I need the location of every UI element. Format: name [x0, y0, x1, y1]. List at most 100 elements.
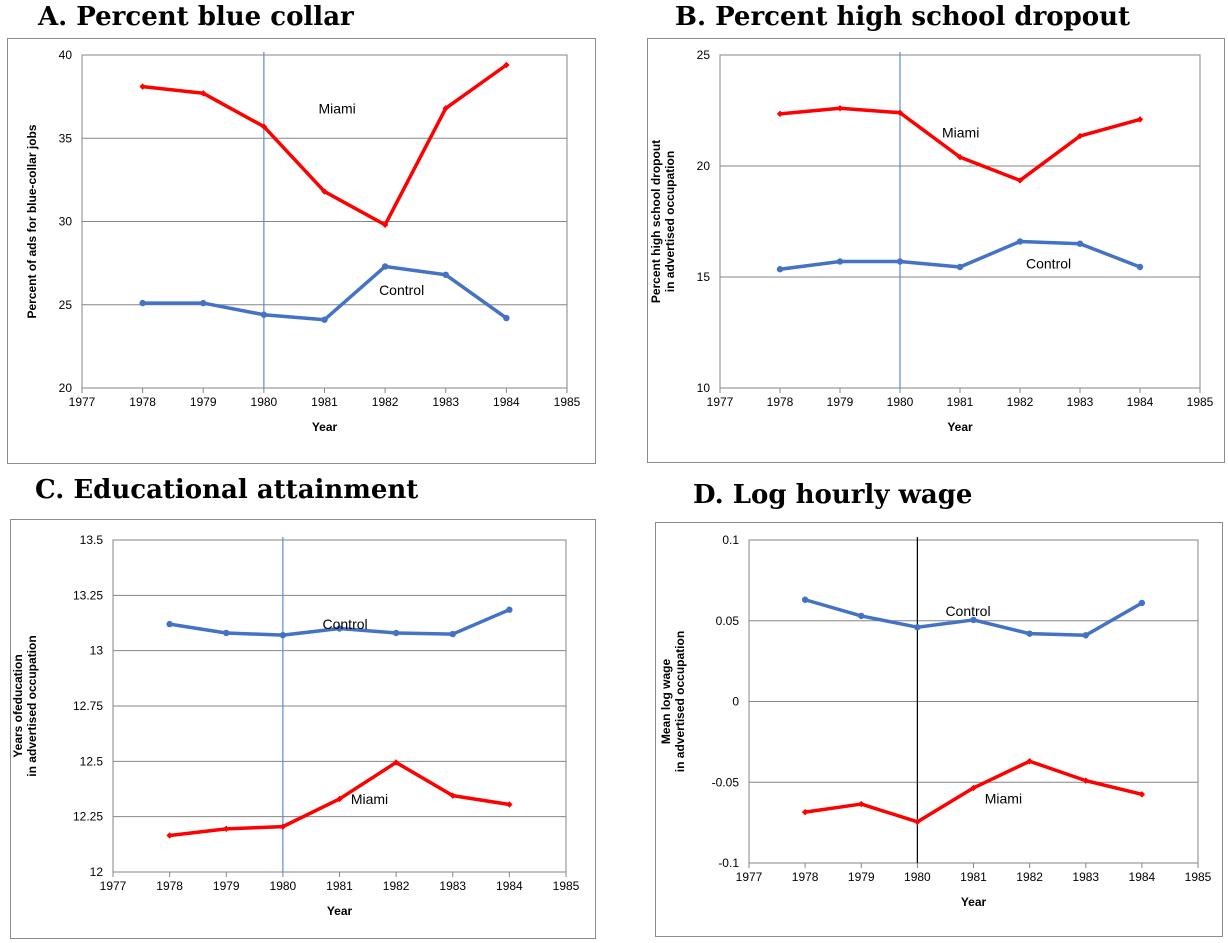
chart-d-control-point — [970, 616, 977, 624]
chart-c-ytick-label: 13 — [90, 644, 104, 658]
chart-b-y-axis-title: Percent high school dropoutin advertised… — [649, 140, 677, 303]
chart-d-x-axis-title: Year — [961, 895, 987, 909]
chart-b-ytick-label: 10 — [697, 381, 711, 395]
chart-c-xtick-label: 1977 — [100, 879, 127, 893]
chart-c-xtick-label: 1982 — [383, 879, 410, 893]
panel-d-title: D. Log hourly wage — [693, 480, 973, 510]
chart-c-y-axis-title-line: Years ofeducation — [11, 654, 25, 757]
chart-c-y-axis-title-line: in advertised occupation — [25, 635, 39, 776]
chart-c-miami-label: Miami — [351, 791, 388, 807]
chart-b-xtick-label: 1980 — [887, 395, 914, 409]
chart-d-miami-point — [970, 784, 977, 792]
chart-c-control-label: Control — [323, 616, 368, 632]
chart-d-xtick-label: 1979 — [848, 870, 875, 884]
chart-a-miami-point — [200, 90, 207, 97]
chart-b-control-point — [896, 258, 904, 265]
chart-d-ytick-label: 0 — [732, 695, 739, 709]
chart-b-xtick-label: 1983 — [1067, 395, 1094, 409]
chart-d-ytick-label: 0.05 — [716, 614, 740, 628]
chart-a-control-point — [503, 314, 510, 322]
chart-c-xtick-label: 1980 — [270, 879, 297, 893]
chart-b-miami-point — [836, 105, 844, 112]
chart-d-ytick-label: -0.05 — [712, 775, 740, 789]
chart-c-control-point — [223, 629, 230, 637]
chart-c-control-point — [279, 631, 287, 639]
chart-d-y-axis-title: Mean log wagein advertised occupation — [659, 631, 687, 772]
chart-a-control-point — [139, 299, 146, 307]
chart-a-x-axis-title: Year — [312, 420, 338, 434]
chart-b-control-point — [956, 263, 964, 271]
panel-d-frame — [655, 522, 1223, 937]
chart-d-xtick-label: 1984 — [1129, 870, 1156, 884]
chart-c-ytick-label: 13.25 — [73, 588, 103, 602]
chart-a-ytick-label: 30 — [59, 215, 73, 229]
chart-a-miami-point — [260, 123, 268, 130]
chart-b-control-label: Control — [1026, 256, 1071, 272]
chart-b-xtick-label: 1977 — [707, 395, 734, 409]
chart-a-control-point — [442, 271, 449, 278]
chart-b-x-axis-title: Year — [947, 420, 973, 434]
chart-d-miami-line — [804, 759, 1143, 824]
chart-a-xtick-label: 1977 — [69, 395, 96, 409]
chart-b-ytick-label: 15 — [697, 270, 711, 284]
chart-c-miami-point — [449, 792, 456, 799]
chart-c-miami-point — [336, 795, 343, 803]
chart-a-control-point — [200, 299, 207, 307]
chart-c-control-point — [449, 630, 456, 638]
chart-a-y-axis-title-line: Percent of ads for blue-collar jobs — [25, 124, 39, 318]
chart-a-xtick-label: 1982 — [372, 395, 399, 409]
chart-a-miami-label: Miami — [318, 100, 355, 116]
chart-d-miami-point — [1138, 791, 1146, 798]
chart-d-xtick-label: 1985 — [1185, 870, 1212, 884]
chart-a-control-label: Control — [379, 282, 424, 298]
chart-c-control-point — [506, 606, 513, 613]
chart-d-miami-point — [1026, 758, 1033, 765]
chart-a-xtick-label: 1985 — [554, 395, 581, 409]
panel-a-frame — [7, 38, 596, 464]
chart-c-miami-point — [279, 823, 287, 830]
chart-d-y-axis-title-line: Mean log wage — [659, 659, 673, 745]
chart-d-miami-point — [801, 808, 809, 816]
chart-d-xtick-label: 1980 — [904, 870, 931, 884]
chart-c-x-axis-title: Year — [327, 904, 353, 918]
chart-a-control-point — [321, 316, 328, 323]
chart-c-xtick-label: 1984 — [496, 879, 523, 893]
chart-a-control-point — [260, 311, 268, 318]
chart-b-control-point — [1076, 240, 1084, 247]
chart-a-miami-point — [381, 221, 389, 229]
chart-d-control-point — [801, 596, 809, 603]
chart-c-xtick-label: 1983 — [439, 879, 466, 893]
chart-c-xtick-label: 1978 — [156, 879, 183, 893]
chart-b-xtick-label: 1978 — [767, 395, 794, 409]
chart-b-miami-point — [776, 110, 784, 118]
chart-c-ytick-label: 13.5 — [80, 533, 104, 547]
chart-d-xtick-label: 1983 — [1072, 870, 1099, 884]
chart-b-miami-point — [956, 153, 964, 161]
chart-d-xtick-label: 1982 — [1016, 870, 1043, 884]
chart-d-control-point — [1026, 630, 1033, 637]
chart-a-miami-point — [442, 105, 449, 112]
chart-d-control-point — [858, 612, 865, 620]
chart-b-miami-point — [896, 109, 904, 116]
chart-a-xtick-label: 1984 — [493, 395, 520, 409]
chart-a-control-point — [381, 263, 389, 270]
chart-d-ytick-label: -0.1 — [718, 856, 739, 870]
chart-d-xtick-label: 1978 — [792, 870, 819, 884]
chart-d-control-point — [914, 624, 921, 631]
chart-b-xtick-label: 1981 — [947, 395, 974, 409]
chart-b-miami-point — [1136, 116, 1144, 123]
chart-b-ytick-label: 20 — [697, 159, 711, 173]
chart-b-control-point — [776, 266, 784, 273]
chart-a-ytick-label: 40 — [59, 48, 73, 62]
panel-b-title: B. Percent high school dropout — [675, 2, 1131, 32]
chart-d-control-point — [1138, 599, 1146, 607]
chart-d-miami-point — [858, 800, 865, 808]
chart-c-ytick-label: 12.25 — [73, 810, 103, 824]
chart-b-xtick-label: 1984 — [1127, 395, 1154, 409]
chart-b-y-axis-title-line: in advertised occupation — [663, 151, 677, 292]
chart-d-xtick-label: 1981 — [960, 870, 987, 884]
chart-c-control-point — [166, 620, 173, 628]
